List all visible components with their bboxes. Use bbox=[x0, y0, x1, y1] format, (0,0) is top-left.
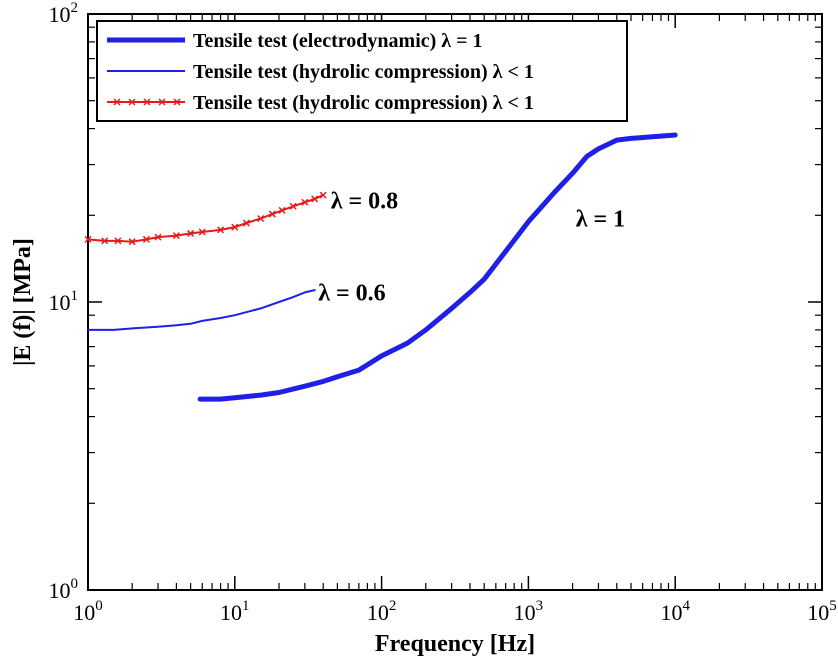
annotation-label: λ = 0.8 bbox=[331, 189, 398, 215]
series-layer bbox=[84, 132, 678, 402]
series-marker bbox=[268, 210, 276, 218]
legend-marker bbox=[173, 98, 181, 106]
legend-box bbox=[96, 20, 628, 122]
series-marker bbox=[84, 235, 92, 243]
x-tick-label: 105 bbox=[807, 598, 837, 625]
y-tick-label: 101 bbox=[49, 288, 79, 315]
series-marker bbox=[154, 233, 162, 241]
series-marker bbox=[217, 226, 225, 234]
x-axis-label: Frequency [Hz] bbox=[375, 631, 535, 657]
series-marker bbox=[142, 235, 150, 243]
annotations-layer: λ = 0.8 λ = 0.6 λ = 1 bbox=[318, 189, 625, 307]
y-axis-label: |E (f)| [MPa] bbox=[10, 238, 36, 366]
x-tick-label: 102 bbox=[367, 598, 397, 625]
legend: Tensile test (electrodynamic) λ = 1 Tensi… bbox=[96, 20, 628, 122]
x-tick-label: 100 bbox=[73, 598, 103, 625]
annotation-label: λ = 1 bbox=[576, 206, 625, 232]
series-line-1 bbox=[197, 132, 678, 402]
legend-marker bbox=[128, 98, 136, 106]
series-marker bbox=[311, 195, 319, 203]
series-marker bbox=[172, 232, 180, 240]
x-tick-label: 103 bbox=[514, 598, 544, 625]
series-marker bbox=[278, 206, 286, 214]
series-marker bbox=[101, 237, 109, 245]
series-marker bbox=[289, 202, 297, 210]
legend-marker bbox=[113, 98, 121, 106]
series-marker bbox=[231, 223, 239, 231]
x-tick-label: 104 bbox=[660, 598, 690, 625]
annotation-label: λ = 0.6 bbox=[318, 280, 385, 306]
series-line-2 bbox=[87, 289, 316, 331]
series-marker bbox=[257, 214, 265, 223]
y-tick-label: 100 bbox=[49, 576, 79, 603]
legend-label-3: Tensile test (hydrolic compression) λ < … bbox=[193, 92, 534, 114]
series-marker bbox=[114, 237, 122, 245]
x-tick-label: 101 bbox=[220, 598, 249, 625]
series-marker bbox=[187, 229, 195, 237]
series-marker bbox=[301, 198, 309, 206]
legend-marker bbox=[143, 98, 151, 106]
legend-marker bbox=[158, 98, 166, 106]
series-line-3 bbox=[87, 194, 325, 243]
legend-label-2: Tensile test (hydrolic compression) λ < … bbox=[193, 61, 534, 83]
series-marker bbox=[319, 191, 327, 199]
legend-label-1: Tensile test (electrodynamic) λ = 1 bbox=[193, 30, 483, 52]
series-marker bbox=[242, 219, 250, 227]
y-tick-label: 102 bbox=[49, 0, 79, 27]
series-marker bbox=[128, 238, 136, 246]
series-marker bbox=[198, 228, 206, 236]
